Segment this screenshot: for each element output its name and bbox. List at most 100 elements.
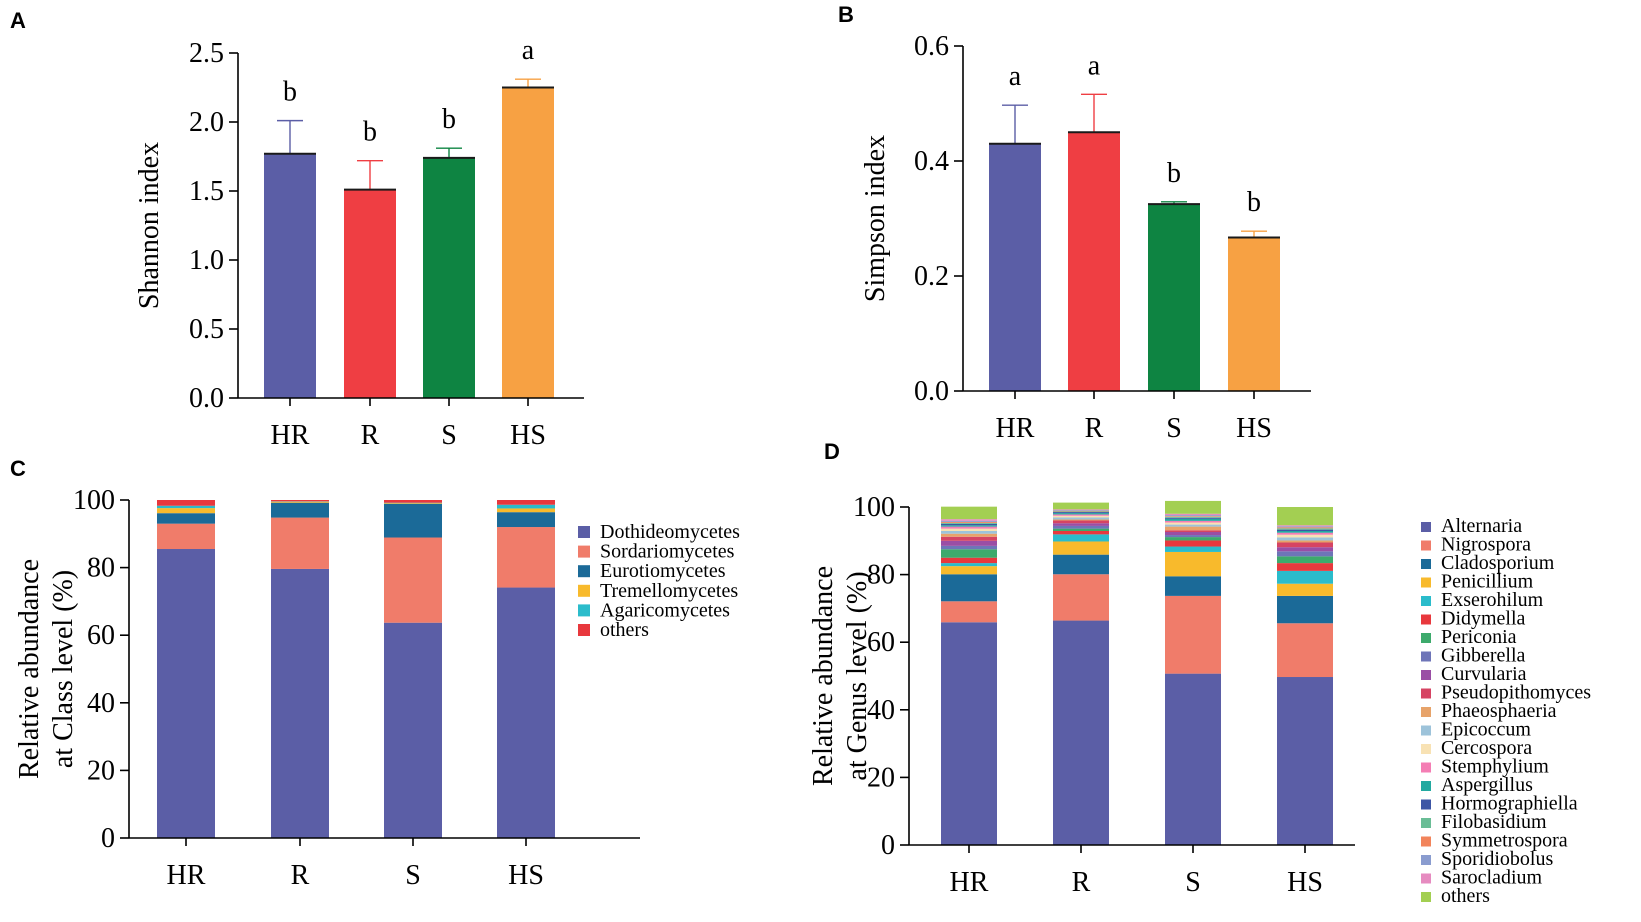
stack-segment-epicoccum	[1165, 524, 1221, 527]
stack-segment-filobasidium	[941, 522, 997, 524]
legend-label: Alternaria	[1441, 515, 1522, 537]
stack-segment-didymella	[1165, 540, 1221, 547]
legend-swatch	[1421, 633, 1431, 643]
stack-segment-sordariomycetes	[497, 527, 555, 588]
stack-segment-cercospora	[941, 528, 997, 531]
legend-swatch	[1421, 559, 1431, 569]
legend-swatch	[1421, 762, 1431, 773]
stack-segment-gibberella	[1053, 525, 1109, 529]
bar-r	[344, 189, 396, 398]
stack-segment-others	[941, 506, 997, 520]
stack-segment-sarocladium	[1165, 513, 1221, 516]
stack-segment-cercospora	[1053, 515, 1109, 518]
stack-segment-dothideomycetes	[497, 587, 555, 838]
stack-segment-sordariomycetes	[271, 517, 329, 569]
stack-segment-others	[1053, 502, 1109, 510]
legend-swatch	[1421, 725, 1431, 736]
stack-segment-sporidiobolus	[1165, 515, 1221, 517]
stack-segment-sordariomycetes	[384, 537, 442, 623]
y-tick-label: 0	[101, 823, 115, 854]
y-tick-label: 0.6	[914, 31, 949, 62]
legend-label: Curvularia	[1441, 663, 1527, 685]
y-axis-title: Relative abundance at Genus level (%)	[808, 566, 873, 786]
x-tick-label: HS	[510, 420, 546, 451]
y-tick-label: 2.5	[189, 38, 224, 69]
stack-segment-gibberella	[1277, 551, 1333, 557]
y-tick-label: 60	[87, 620, 115, 651]
legend-swatch	[1421, 522, 1431, 532]
stack-segment-others	[497, 500, 555, 505]
legend-label: Pseudopithomyces	[1441, 682, 1591, 704]
stack-segment-phaeosphaeria	[1053, 519, 1109, 521]
stack-segment-stemphylium	[1277, 532, 1333, 535]
stack-segment-agaricomycetes	[157, 505, 215, 509]
stack-segment-agaricomycetes	[497, 504, 555, 509]
stack-segment-exserohilum	[1277, 570, 1333, 584]
legend-label: Sarocladium	[1441, 867, 1543, 889]
stack-segment-dothideomycetes	[384, 622, 442, 838]
legend-label: Dothideomycetes	[600, 521, 740, 543]
stack-segment-aspergillus	[1053, 513, 1109, 515]
stack-segment-symmetrospora	[1165, 516, 1221, 517]
stack-segment-cladosporium	[1053, 554, 1109, 575]
legend-swatch	[1421, 540, 1431, 551]
x-tick-label: R	[291, 860, 310, 891]
legend-swatch	[578, 584, 590, 597]
stack-segment-others	[271, 500, 329, 502]
legend-label: others	[600, 619, 649, 641]
stack-segment-eurotiomycetes	[157, 513, 215, 524]
panel-label-a: A	[10, 8, 26, 33]
stack-segment-aspergillus	[1165, 518, 1221, 521]
stack-segment-eurotiomycetes	[497, 512, 555, 528]
y-tick-label: 1.0	[189, 245, 224, 276]
legend-swatch	[578, 526, 590, 538]
x-tick-label: S	[1185, 867, 1201, 898]
y-axis-title: Shannon index	[134, 142, 165, 309]
stack-segment-hormographiella	[941, 523, 997, 526]
stack-segment-periconia	[941, 549, 997, 558]
legend-swatch	[1421, 781, 1431, 791]
stack-segment-sordariomycetes	[157, 523, 215, 550]
stack-segment-nigrospora	[1053, 574, 1109, 621]
stack-segment-epicoccum	[1053, 517, 1109, 520]
panel-d-genus-abundance-chart: D 0 20 40 60 80 100 HR R S HS Relative abundance at …	[808, 439, 1591, 907]
stack-segment-nigrospora	[1277, 623, 1333, 678]
y-axis-title-line: at Genus level (%)	[842, 571, 873, 780]
stack-segment-cladosporium	[1277, 595, 1333, 624]
stack-segment-phaeosphaeria	[941, 533, 997, 537]
stack-segment-pseudopithomyces	[1165, 530, 1221, 533]
bar-s	[1148, 204, 1200, 391]
stack-segment-didymella	[941, 557, 997, 564]
stack-segment-filobasidium	[1277, 528, 1333, 530]
stack-segment-pseudopithomyces	[1277, 542, 1333, 548]
legend-swatch	[1421, 707, 1431, 717]
stack-segment-symmetrospora	[941, 521, 997, 523]
stack-segment-stemphylium	[941, 526, 997, 529]
bar-s	[423, 157, 475, 398]
stack-segment-periconia	[1053, 528, 1109, 531]
bar-r	[1068, 132, 1120, 391]
bar-hr	[264, 153, 316, 398]
stack-segment-dothideomycetes	[271, 568, 329, 838]
stack-segment-curvularia	[941, 540, 997, 546]
stack-segment-sporidiobolus	[1053, 510, 1109, 511]
stack-segment-eurotiomycetes	[271, 502, 329, 518]
stack-segment-cercospora	[1277, 534, 1333, 538]
legend: DothideomycetesSordariomycetesEurotiomyc…	[578, 521, 740, 641]
y-tick-label: 20	[87, 755, 115, 786]
stack-segment-sarocladium	[1277, 525, 1333, 527]
panel-label-c: C	[10, 456, 26, 481]
legend-label: Gibberella	[1441, 645, 1526, 667]
stack-segment-filobasidium	[1053, 511, 1109, 513]
legend-label: Hormographiella	[1441, 793, 1578, 815]
legend-swatch	[578, 565, 590, 578]
y-tick-label: 0.2	[914, 261, 949, 292]
y-tick-label: 100	[73, 485, 115, 516]
stack-segment-filobasidium	[1165, 516, 1221, 518]
panel-b-simpson-chart: Ba a b b 0.0 0.2 0.4 0.6 HR R S HS Simpson index	[838, 2, 1311, 444]
stack-segment-alternaria	[1277, 677, 1333, 845]
legend-swatch	[578, 624, 590, 636]
legend-label: Sordariomycetes	[600, 541, 735, 563]
legend-swatch	[1421, 596, 1431, 606]
significance-label: a	[1088, 50, 1101, 81]
